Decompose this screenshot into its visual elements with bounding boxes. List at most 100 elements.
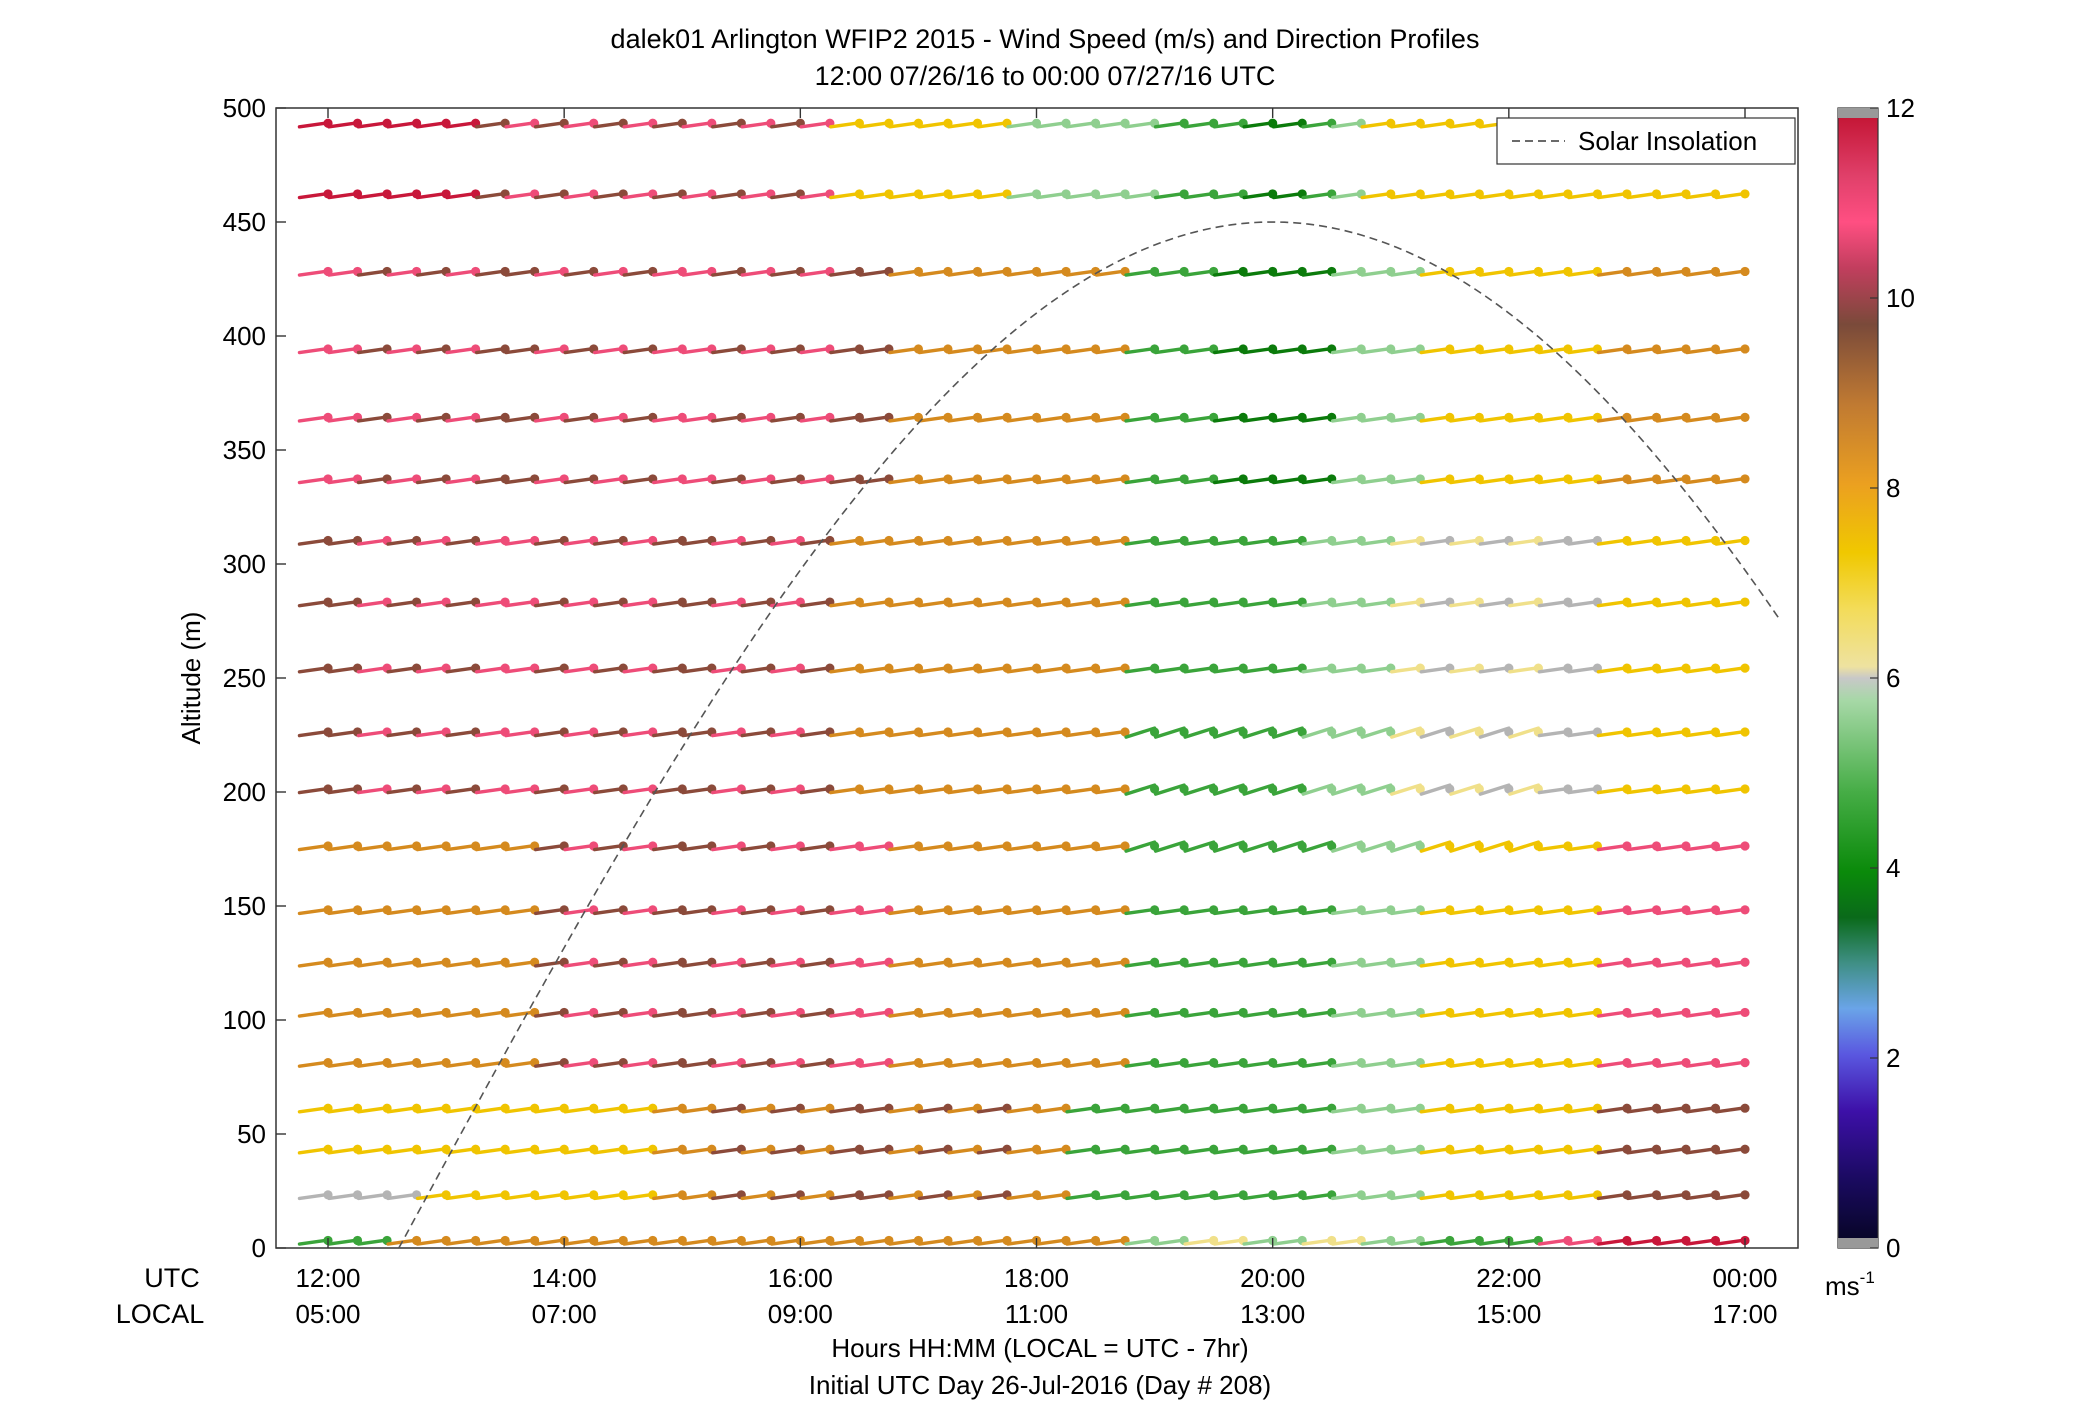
wind-barb-shaft: [1360, 666, 1393, 674]
wind-barb-shaft: [711, 960, 743, 968]
wind-barb-shaft: [681, 599, 714, 608]
wind-barb-shaft: [1360, 191, 1393, 200]
wind-barb-shaft: [1419, 599, 1452, 608]
wind-barb-shaft: [1065, 1147, 1098, 1155]
wind-barb-shaft: [1478, 783, 1511, 796]
wind-barb-shaft: [888, 1192, 921, 1201]
wind-barb-shaft: [1301, 538, 1334, 546]
wind-barb-shaft: [829, 843, 862, 852]
wind-barb-shaft: [415, 599, 448, 608]
wind-barb-shaft: [1508, 538, 1541, 546]
wind-barb-shaft: [652, 960, 684, 968]
wind-barb-shaft: [1183, 907, 1216, 916]
wind-barb-shaft: [1478, 960, 1511, 968]
wind-barb-shaft: [297, 960, 330, 968]
wind-barb-shaft: [622, 269, 655, 277]
wind-barb-shaft: [799, 346, 832, 355]
wind-barb-shaft: [770, 1147, 803, 1155]
wind-barb-shaft: [504, 538, 537, 546]
wind-barb-shaft: [504, 1010, 537, 1018]
wind-barb-shaft: [1065, 666, 1098, 674]
wind-barb-shaft: [740, 121, 773, 129]
wind-barb-shaft: [976, 191, 1009, 200]
wind-barb-shaft: [858, 843, 891, 852]
wind-barb-shaft: [947, 786, 980, 795]
wind-barb-shaft: [1508, 1192, 1541, 1201]
wind-barb-shaft: [681, 1238, 714, 1246]
wind-barb-shaft: [652, 1060, 684, 1068]
wind-barb-shaft: [947, 843, 980, 852]
wind-barb-shaft: [533, 666, 566, 674]
wind-barb-shaft: [533, 1010, 566, 1018]
wind-barb-shaft: [1360, 1106, 1393, 1114]
wind-barb-shaft: [1360, 415, 1393, 423]
wind-barb-shaft: [1626, 729, 1659, 738]
wind-barb-shaft: [1124, 121, 1157, 129]
wind-barb-shaft: [1183, 726, 1216, 739]
wind-barb-shaft: [711, 121, 743, 129]
wind-barb-shaft: [1537, 1010, 1570, 1018]
wind-barb-shaft: [829, 1060, 862, 1068]
wind-barb-shaft: [1212, 783, 1245, 796]
wind-barb-shaft: [1065, 960, 1098, 968]
wind-barb-shaft: [947, 1106, 980, 1114]
wind-barb-shaft: [917, 538, 950, 546]
wind-barb-shaft: [1537, 346, 1570, 355]
wind-barb-shaft: [681, 538, 714, 546]
wind-barb-shaft: [533, 907, 566, 916]
wind-barb-shaft: [356, 476, 389, 485]
wind-barb-shaft: [297, 1192, 330, 1201]
wind-barb-shaft: [947, 1147, 980, 1155]
wind-barb-shaft: [1094, 907, 1127, 916]
wind-barb-shaft: [740, 1010, 773, 1018]
wind-barb-shaft: [1567, 1147, 1600, 1155]
wind-barb-shaft: [1390, 1147, 1422, 1155]
wind-barb-shaft: [1390, 783, 1422, 796]
wind-barb-shaft: [415, 960, 448, 968]
wind-barb-shaft: [740, 1238, 773, 1246]
wind-barb-shaft: [415, 1192, 448, 1201]
wind-barb-shaft: [711, 1106, 743, 1114]
wind-barb-shaft: [770, 269, 803, 277]
wind-barb-point: [1149, 727, 1160, 737]
wind-barb-shaft: [1153, 191, 1186, 200]
wind-barb-shaft: [1331, 121, 1363, 129]
wind-barb-shaft: [888, 269, 921, 277]
x-axis-label: Hours HH:MM (LOCAL = UTC - 7hr): [831, 1333, 1248, 1363]
wind-barb-shaft: [1596, 666, 1629, 674]
wind-barb-shaft: [504, 476, 537, 485]
wind-barb-shaft: [1508, 415, 1541, 423]
wind-barb-shaft: [1183, 346, 1216, 355]
wind-barb-shaft: [327, 191, 360, 200]
wind-barb-shaft: [533, 415, 566, 423]
wind-barb-shaft: [681, 666, 714, 674]
wind-barb-shaft: [888, 599, 921, 608]
wind-barb-shaft: [1242, 907, 1275, 916]
wind-barb-shaft: [504, 1060, 537, 1068]
wind-barb-shaft: [1242, 121, 1275, 129]
wind-barb-shaft: [356, 1192, 389, 1201]
wind-barb-shaft: [1153, 1147, 1186, 1155]
wind-barb-shaft: [917, 1147, 950, 1155]
wind-barb-shaft: [858, 121, 891, 129]
wind-barb-shaft: [415, 729, 448, 738]
wind-barb-shaft: [1124, 476, 1157, 485]
wind-barb-shaft: [1035, 599, 1068, 608]
wind-barb-shaft: [1331, 1010, 1363, 1018]
wind-barb-shaft: [622, 786, 655, 795]
wind-barb-shaft: [1271, 1192, 1304, 1201]
wind-barb-shaft: [386, 476, 419, 485]
wind-barb-shaft: [681, 729, 714, 738]
wind-barb-shaft: [327, 1192, 360, 1201]
wind-barb-shaft: [1478, 415, 1511, 423]
wind-barb-shaft: [711, 666, 743, 674]
wind-barb-shaft: [1537, 538, 1570, 546]
wind-barb-shaft: [1360, 476, 1393, 485]
wind-barb-point: [1120, 841, 1130, 851]
wind-barb-shaft: [1183, 415, 1216, 423]
wind-barb-shaft: [1094, 476, 1127, 485]
wind-barb-shaft: [681, 1010, 714, 1018]
wind-barb-shaft: [1124, 599, 1157, 608]
wind-barb-shaft: [1685, 1010, 1718, 1018]
wind-barb-point: [1297, 784, 1307, 794]
